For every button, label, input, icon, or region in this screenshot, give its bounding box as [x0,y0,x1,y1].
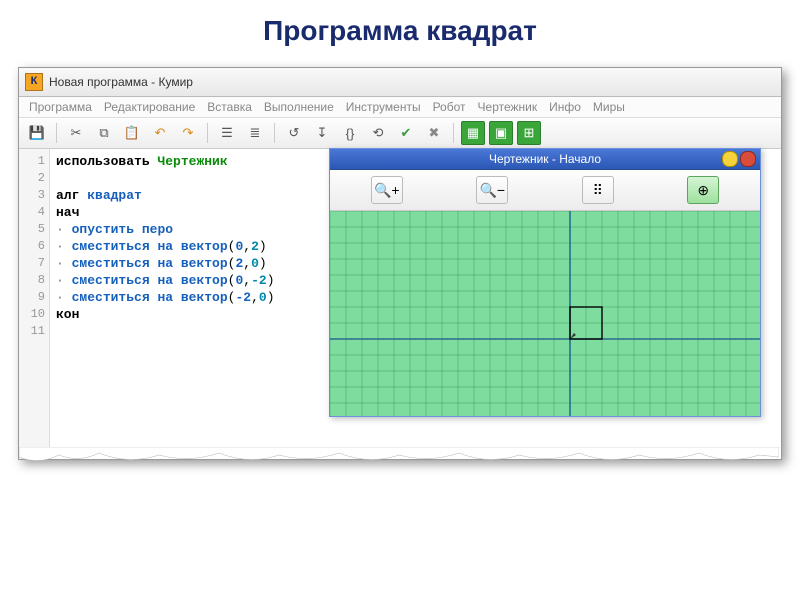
page-title: Программа квадрат [0,15,800,47]
save-icon[interactable]: 💾 [25,121,49,145]
grid3-icon[interactable]: ⊞ [517,121,541,145]
titlebar: К Новая программа - Кумир [19,68,781,97]
check-icon[interactable]: ✔ [394,121,418,145]
minimize-icon[interactable] [722,151,738,167]
toolbar-sep [56,123,57,143]
menu-tools[interactable]: Инструменты [346,100,421,114]
app-icon: К [25,73,43,91]
menubar: Программа Редактирование Вставка Выполне… [19,97,781,118]
copy-icon[interactable]: ⧉ [92,121,116,145]
run-icon[interactable]: ↺ [282,121,306,145]
line-number: 8 [19,272,45,289]
close-icon[interactable] [740,151,756,167]
content-area: 1234567891011 использовать Чертежник алг… [19,149,781,459]
line-number: 6 [19,238,45,255]
grid2-icon[interactable]: ▣ [489,121,513,145]
drafter-canvas[interactable] [330,211,760,416]
fit-icon[interactable]: ⊕ [687,176,719,204]
drafter-titlebar: Чертежник - Начало [330,149,760,170]
cut-icon[interactable]: ✂ [64,121,88,145]
step-icon[interactable]: ↧ [310,121,334,145]
line-number: 11 [19,323,45,340]
doc2-icon[interactable]: ≣ [243,121,267,145]
menu-run[interactable]: Выполнение [264,100,334,114]
paste-icon[interactable]: 📋 [120,121,144,145]
grid-icon[interactable]: ⠿ [582,176,614,204]
line-gutter: 1234567891011 [19,149,50,459]
doc1-icon[interactable]: ☰ [215,121,239,145]
redo-icon[interactable]: ↷ [176,121,200,145]
menu-program[interactable]: Программа [29,100,92,114]
line-number: 10 [19,306,45,323]
grid1-icon[interactable]: ▦ [461,121,485,145]
line-number: 4 [19,204,45,221]
brace1-icon[interactable]: {} [338,121,362,145]
zoom-in-icon[interactable]: 🔍+ [371,176,403,204]
menu-insert[interactable]: Вставка [207,100,252,114]
menu-edit[interactable]: Редактирование [104,100,195,114]
stop-icon[interactable]: ✖ [422,121,446,145]
drafter-toolbar: 🔍+ 🔍− ⠿ ⊕ [330,170,760,211]
toolbar-sep [207,123,208,143]
line-number: 1 [19,153,45,170]
menu-robot[interactable]: Робот [433,100,466,114]
toolbar: 💾 ✂ ⧉ 📋 ↶ ↷ ☰ ≣ ↺ ↧ {} ⟲ ✔ ✖ ▦ ▣ ⊞ [19,118,781,149]
toolbar-sep [453,123,454,143]
line-number: 9 [19,289,45,306]
line-number: 2 [19,170,45,187]
kumir-window: К Новая программа - Кумир Программа Реда… [18,67,782,460]
undo-icon[interactable]: ↶ [148,121,172,145]
line-number: 3 [19,187,45,204]
menu-drafter[interactable]: Чертежник [478,100,538,114]
zoom-out-icon[interactable]: 🔍− [476,176,508,204]
menu-worlds[interactable]: Миры [593,100,625,114]
window-title: Новая программа - Кумир [49,75,193,89]
line-number: 5 [19,221,45,238]
line-number: 7 [19,255,45,272]
drafter-title-text: Чертежник - Начало [489,152,601,166]
toolbar-sep [274,123,275,143]
canvas-wrap [330,211,760,416]
menu-info[interactable]: Инфо [549,100,581,114]
drafter-window: Чертежник - Начало 🔍+ 🔍− ⠿ ⊕ [329,148,761,417]
brace2-icon[interactable]: ⟲ [366,121,390,145]
